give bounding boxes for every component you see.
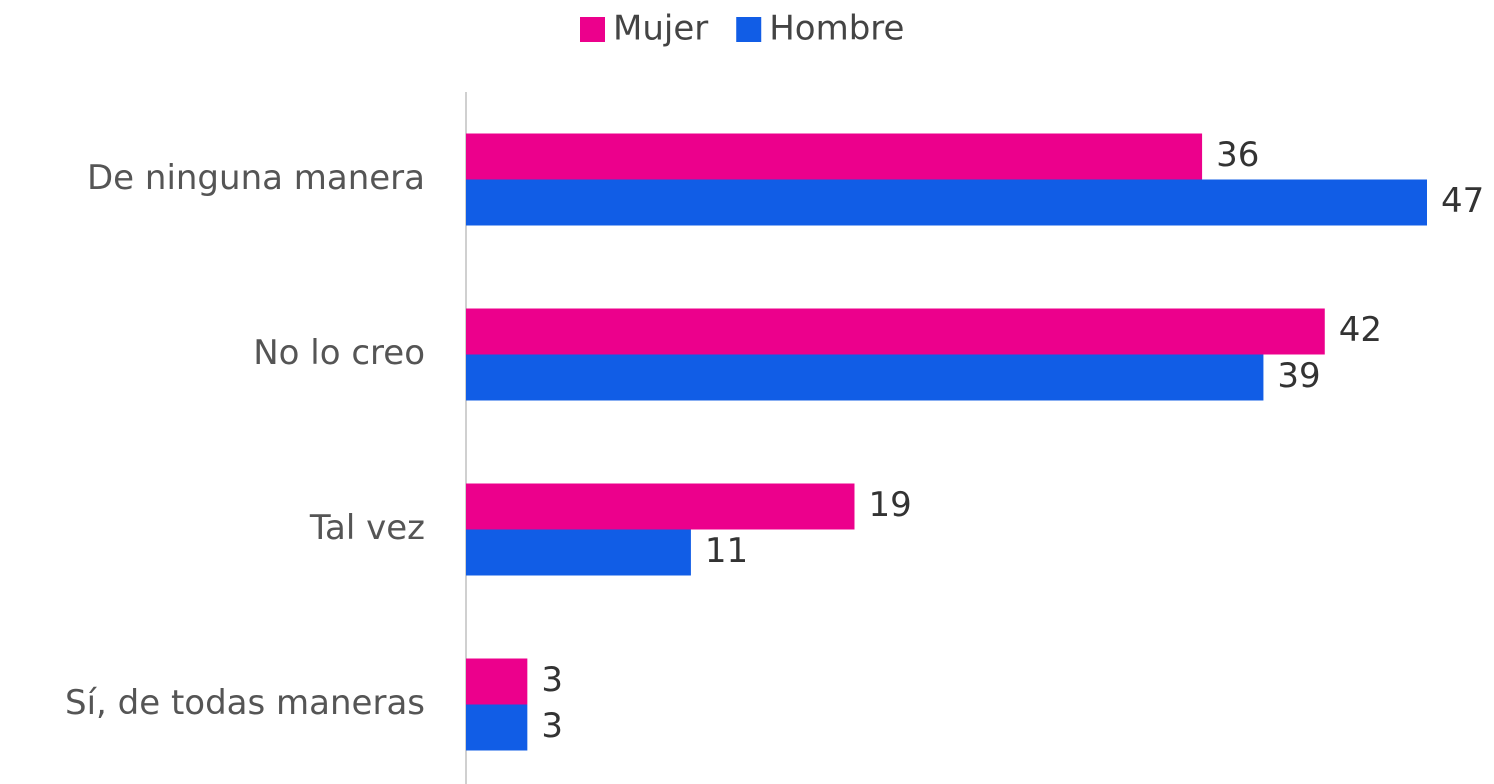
value-label: 11 bbox=[705, 531, 748, 571]
bar bbox=[466, 179, 1427, 226]
value-label: 36 bbox=[1216, 135, 1259, 175]
legend-label: Hombre bbox=[769, 9, 904, 49]
bar bbox=[466, 529, 691, 576]
bar bbox=[466, 354, 1264, 401]
category-label: Tal vez bbox=[309, 508, 425, 548]
value-label: 3 bbox=[541, 660, 563, 700]
legend-swatch bbox=[580, 17, 605, 42]
category-label: No lo creo bbox=[253, 333, 425, 373]
value-label: 47 bbox=[1441, 181, 1484, 221]
bar bbox=[466, 308, 1325, 355]
bar bbox=[466, 658, 528, 705]
category-label: De ninguna manera bbox=[87, 158, 425, 198]
legend-label: Mujer bbox=[613, 9, 708, 49]
category-label: Sí, de todas maneras bbox=[65, 683, 425, 723]
value-label: 3 bbox=[541, 706, 563, 746]
value-label: 19 bbox=[868, 485, 911, 525]
bar bbox=[466, 483, 855, 530]
bar bbox=[466, 133, 1203, 180]
bar bbox=[466, 704, 528, 751]
value-label: 39 bbox=[1277, 356, 1320, 396]
legend-swatch bbox=[736, 17, 762, 42]
value-label: 42 bbox=[1339, 310, 1382, 350]
